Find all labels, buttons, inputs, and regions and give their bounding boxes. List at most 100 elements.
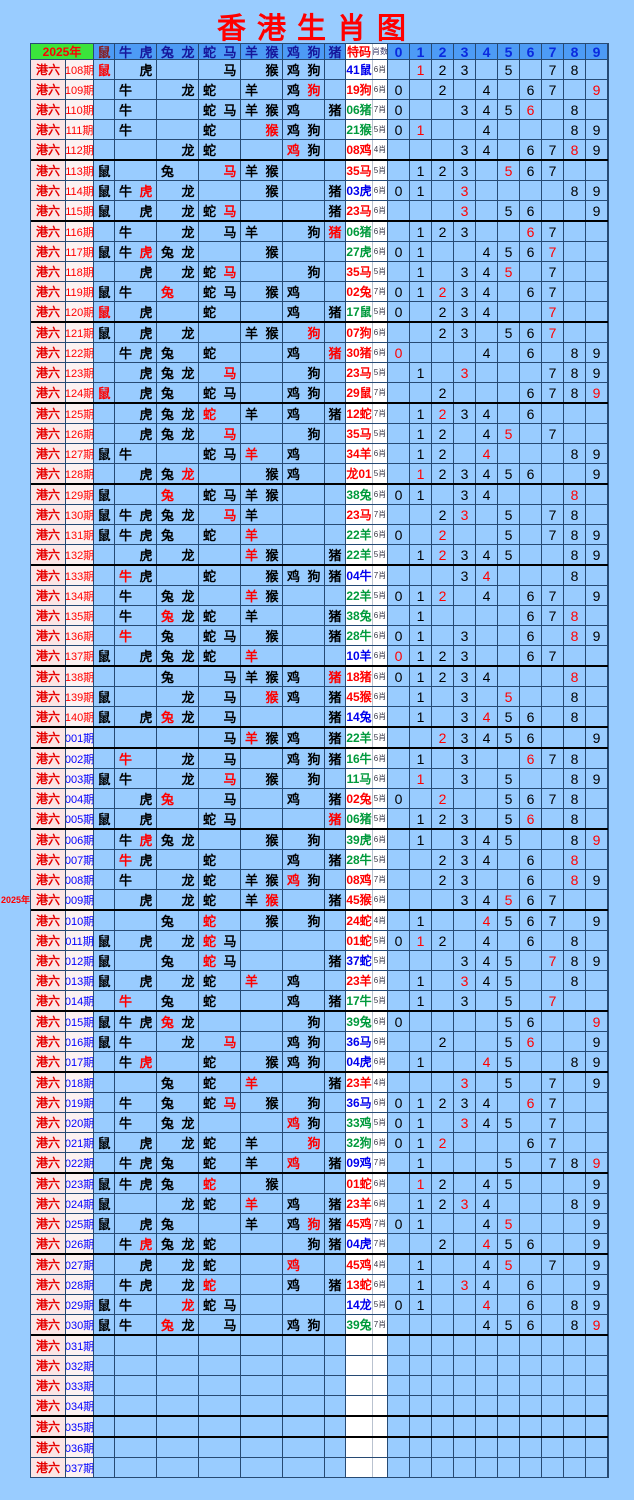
tail-digit-cell: 2 xyxy=(432,850,454,869)
tail-digit-cell: 3 xyxy=(454,870,476,889)
tail-digit-cell: 5 xyxy=(498,1255,520,1274)
tail-digit-cell: 0 xyxy=(388,302,410,321)
xiao-count-cell: 7肖 xyxy=(373,1234,388,1253)
zodiac-cell xyxy=(157,931,178,950)
zodiac-cell: 兔 xyxy=(160,164,174,179)
zodiac-cell xyxy=(283,505,304,524)
tail-digit-cell xyxy=(542,1417,564,1436)
zodiac-cell: 羊 xyxy=(244,1136,258,1151)
special-number-cell: 龙01 xyxy=(346,464,373,483)
game-prefix-cell: 港六 xyxy=(31,890,66,909)
table-row: 港六 126期虎兔龙马狗 35马 5肖 1 2 4 5 7 xyxy=(31,424,608,444)
period-cell: 007期 xyxy=(66,850,94,869)
tail-digit-cell xyxy=(476,363,498,382)
zodiac-cell xyxy=(178,1153,199,1172)
tail-digit-cell xyxy=(388,1073,410,1092)
zodiac-cell: 鼠 xyxy=(94,161,115,180)
zodiac-cell xyxy=(241,1376,262,1395)
zodiac-cell: 鸡 xyxy=(286,467,300,482)
tail-digit-cell: 1 xyxy=(410,1133,432,1152)
period-cell: 118期 xyxy=(66,262,94,281)
zodiac-cell: 鸡 xyxy=(286,103,300,118)
zodiac-cell xyxy=(262,525,283,544)
xiao-count-cell: 6肖 xyxy=(373,1133,388,1152)
tail-digit-cell xyxy=(564,1417,586,1436)
zodiac-cell: 狗 xyxy=(304,870,325,889)
period-cell: 005期 xyxy=(66,809,94,828)
special-number-cell: 18猪 xyxy=(346,667,373,686)
tail-digit-cell: 5 xyxy=(498,161,520,180)
period-cell: 006期 xyxy=(66,830,94,849)
zodiac-cell xyxy=(283,1336,304,1355)
tail-digit-cell xyxy=(432,1052,454,1071)
zodiac-cell: 鸡 xyxy=(286,873,300,888)
zodiac-cell: 猴 xyxy=(262,100,283,119)
tail-digit-cell xyxy=(498,80,520,99)
tail-digit-cell xyxy=(564,991,586,1010)
zodiac-cell xyxy=(262,444,283,463)
tail-digit-cell xyxy=(388,140,410,159)
tail-digit-cell xyxy=(520,830,542,849)
zodiac-cell: 蛇 xyxy=(202,407,216,422)
tail-digit-cell xyxy=(476,1336,498,1355)
zodiac-cell xyxy=(178,161,199,180)
tail-digit-cell xyxy=(388,1153,410,1172)
zodiac-cell: 龙 xyxy=(178,830,199,849)
zodiac-cell: 蛇 xyxy=(202,103,216,118)
tail-digit-cell: 5 xyxy=(498,971,520,990)
tail-digit-cell: 7 xyxy=(542,1073,564,1092)
tail-digit-cell: 2 xyxy=(432,302,454,321)
digit-header-4: 4 xyxy=(476,44,498,59)
zodiac-cell: 猪 xyxy=(325,1073,346,1092)
special-number-cell: 13蛇 xyxy=(346,1275,373,1294)
period-cell: 028期 xyxy=(66,1275,94,1294)
game-prefix-cell: 港六 xyxy=(31,1052,66,1071)
zodiac-cell xyxy=(325,870,346,889)
zodiac-cell xyxy=(220,586,241,605)
zodiac-cell xyxy=(325,1336,346,1355)
zodiac-cell xyxy=(262,971,283,990)
zodiac-cell xyxy=(241,1174,262,1193)
xiao-count-cell: 4肖 xyxy=(373,911,388,930)
table-row: 港六 118期虎龙蛇马狗 35马 5肖 1 3 4 5 7 xyxy=(31,262,608,282)
zodiac-cell xyxy=(220,1012,241,1031)
tail-digit-cell: 7 xyxy=(542,262,564,281)
zodiac-cell xyxy=(94,1417,115,1436)
tail-digit-cell xyxy=(410,525,432,544)
tail-digit-cell xyxy=(388,971,410,990)
zodiac-cell xyxy=(304,667,325,686)
xiao-count-cell: 6肖 xyxy=(373,201,388,220)
tail-digit-cell: 9 xyxy=(586,181,608,200)
tail-digit-cell: 6 xyxy=(520,161,542,180)
zodiac-cell xyxy=(115,971,136,990)
zodiac-cell xyxy=(304,850,325,869)
game-prefix-cell: 港六 xyxy=(31,1376,66,1395)
zodiac-cell: 牛 xyxy=(118,1156,132,1171)
zodiac-header-4: 兔 xyxy=(157,44,178,59)
zodiac-cell xyxy=(199,1376,220,1395)
tail-digit-cell xyxy=(432,1356,454,1375)
tail-digit-cell xyxy=(432,181,454,200)
tail-digit-cell xyxy=(432,566,454,585)
tail-digit-cell: 6 xyxy=(520,242,542,261)
zodiac-cell: 兔 xyxy=(160,609,174,624)
tail-digit-cell xyxy=(520,1174,542,1193)
zodiac-cell: 猪 xyxy=(325,100,346,119)
zodiac-cell xyxy=(178,667,199,686)
tail-digit-cell: 5 xyxy=(498,830,520,849)
zodiac-cell: 兔 xyxy=(160,1015,174,1030)
zodiac-cell xyxy=(283,1295,304,1314)
zodiac-cell xyxy=(304,1194,325,1213)
zodiac-cell: 鼠 xyxy=(94,485,115,504)
tail-digit-cell: 8 xyxy=(564,343,586,362)
tail-digit-cell: 9 xyxy=(586,545,608,564)
zodiac-cell: 龙 xyxy=(178,545,199,564)
zodiac-cell: 鼠 xyxy=(94,769,115,788)
tail-digit-cell: 3 xyxy=(454,626,476,645)
tail-digit-cell xyxy=(410,850,432,869)
zodiac-cell: 鸡 xyxy=(286,1217,300,1232)
zodiac-cell xyxy=(220,525,241,544)
tail-digit-cell: 6 xyxy=(520,850,542,869)
zodiac-cell xyxy=(241,302,262,321)
tail-digit-cell xyxy=(476,1032,498,1051)
